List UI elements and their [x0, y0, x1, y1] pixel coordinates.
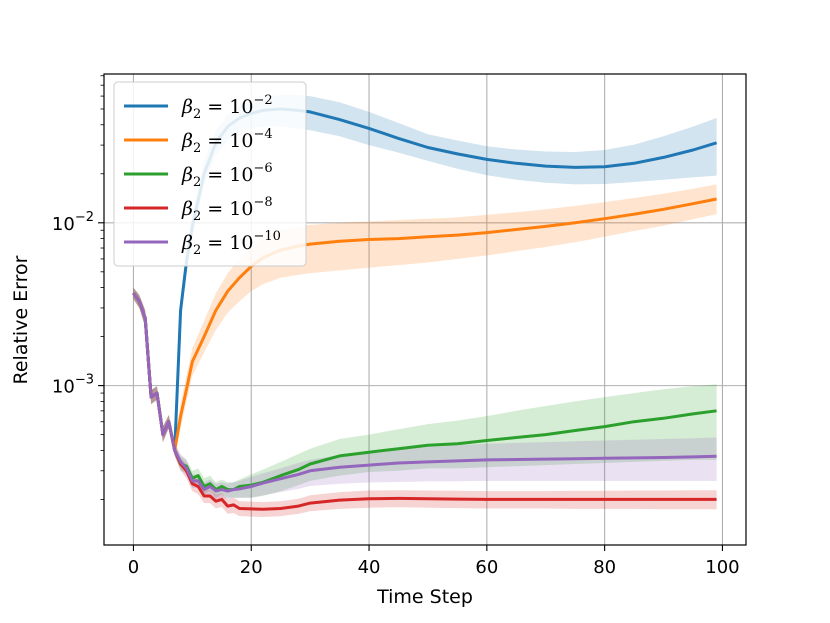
series-band-2	[133, 287, 717, 498]
legend-label-4: β2 = 10−10	[181, 229, 281, 258]
x-tick-label: 20	[240, 557, 263, 578]
legend: β2 = 10−2 β2 = 10−4 β2 = 10−6 β2 = 10−8 β2 =…	[113, 81, 307, 267]
x-tick-label: 80	[593, 557, 616, 578]
legend-label-2: β2 = 10−6	[181, 161, 273, 190]
series-band-4	[133, 287, 717, 500]
x-tick-label: 60	[475, 557, 498, 578]
x-axis-title: Time Step	[376, 586, 473, 608]
series-line-4	[132, 292, 717, 493]
y-tick-label: 10−3	[52, 373, 94, 398]
legend-label-3: β2 = 10−8	[181, 195, 273, 224]
x-axis: 0 20 40 60 80 100	[128, 545, 740, 578]
x-tick-label: 0	[128, 557, 139, 578]
x-tick-label: 40	[358, 557, 381, 578]
legend-label-1: β2 = 10−4	[181, 127, 273, 156]
y-axis: 10−3 10−2	[52, 75, 104, 500]
series-band-3	[133, 287, 717, 517]
plot-frame	[103, 73, 747, 546]
y-axis-title: Relative Error	[10, 255, 32, 384]
legend-box	[113, 81, 307, 267]
legend-label-0: β2 = 10−2	[181, 93, 273, 122]
y-tick-label: 10−2	[52, 210, 94, 235]
x-tick-label: 100	[705, 557, 739, 578]
